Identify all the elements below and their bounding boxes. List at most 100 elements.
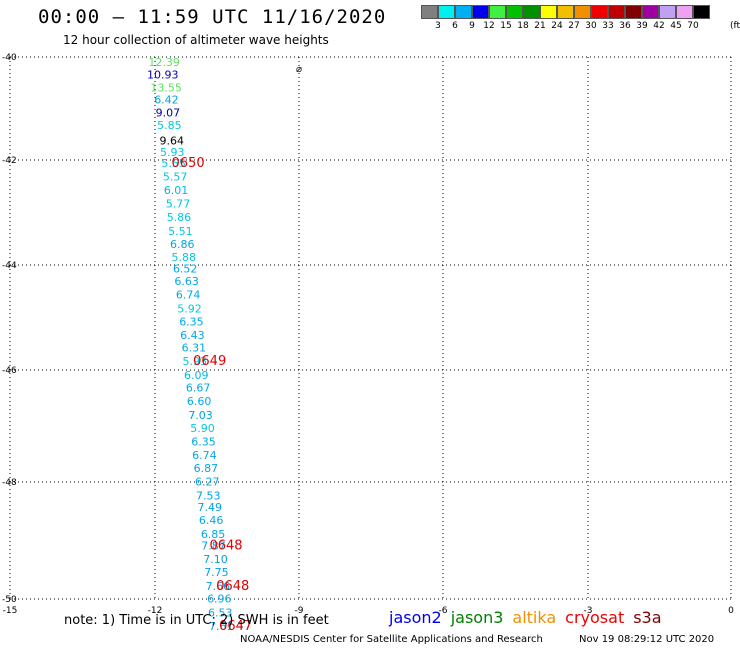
y-tick-label: -40 <box>2 53 17 63</box>
time-label: 0648 <box>209 539 242 554</box>
wave-height-point: 7.49 <box>197 501 222 514</box>
legend-swatch <box>642 5 659 19</box>
wave-height-point: 6.74 <box>176 289 201 302</box>
legend-swatch <box>540 5 557 19</box>
footer-note: note: 1) Time is in UTC; 2) SWH is in fe… <box>64 613 329 628</box>
time-label: 0649 <box>193 354 226 369</box>
legend-swatch <box>438 5 455 19</box>
wave-height-point: 7.61 <box>209 620 234 633</box>
wave-height-point: 7.87 <box>201 540 226 553</box>
x-tick-label: -12 <box>148 606 163 616</box>
wave-height-point: 6.67 <box>186 381 211 394</box>
legend-swatch <box>676 5 693 19</box>
wave-height-point: 6.27 <box>195 476 220 489</box>
wave-height-point: 6.35 <box>191 436 216 449</box>
satellite-legend: jason2 jason3 altika cryosat s3a <box>389 608 671 627</box>
legend-swatch <box>557 5 574 19</box>
wave-height-point: 6.87 <box>194 462 219 475</box>
time-label: 0648 <box>216 579 249 594</box>
legend-tick-label: 12 <box>483 21 495 31</box>
wave-height-point: 5.93 <box>183 355 208 368</box>
data-points: 12.3910.9313.556.429.075.859.645.935.555… <box>147 56 234 633</box>
y-tick-label: -50 <box>2 595 17 605</box>
wave-height-point: 6.85 <box>201 528 226 541</box>
x-tick-label: -15 <box>3 606 18 616</box>
legend-swatch <box>591 5 608 19</box>
wave-height-point: 6.74 <box>192 449 217 462</box>
legend-tick-label: 39 <box>636 21 648 31</box>
wave-height-point: 6.35 <box>179 315 204 328</box>
legend-swatch <box>523 5 540 19</box>
wave-height-point: 5.92 <box>177 302 202 315</box>
satellite-s3a: s3a <box>633 608 662 627</box>
time-label: 0650 <box>172 156 205 171</box>
wave-height-point: 5.77 <box>166 198 191 211</box>
wave-height-point: 5.85 <box>157 119 182 132</box>
wave-height-point: 6.52 <box>173 263 198 276</box>
satellite-jason3: jason3 <box>450 608 504 627</box>
wave-height-point: 6.86 <box>170 238 195 251</box>
credit-text: NOAA/NESDIS Center for Satellite Applica… <box>240 634 543 645</box>
annotations: ⌀ <box>296 64 302 75</box>
wave-height-point: 13.55 <box>150 82 182 95</box>
wave-height-point: 10.93 <box>147 69 179 82</box>
time-label: 0647 <box>219 619 252 634</box>
y-tick-label: -44 <box>2 261 17 271</box>
y-tick-label: -48 <box>2 478 17 488</box>
grid-lines <box>9 56 732 600</box>
generated-timestamp: Nov 19 08:29:12 UTC 2020 <box>579 634 715 645</box>
legend-tick-label: 3 <box>435 21 441 31</box>
wave-height-point: 5.86 <box>167 211 192 224</box>
wave-height-point: 5.51 <box>168 225 193 238</box>
wave-height-point: 6.46 <box>199 514 224 527</box>
legend-swatch <box>421 5 438 19</box>
wave-height-point: 6.01 <box>164 184 189 197</box>
legend-tick-label: 42 <box>653 21 665 31</box>
wave-height-point: 9.64 <box>159 134 184 147</box>
wave-height-point: 6.96 <box>207 592 232 605</box>
x-tick-label: -9 <box>295 606 304 616</box>
legend-tick-label: 24 <box>551 21 563 31</box>
wave-height-point: 7.75 <box>204 566 229 579</box>
wave-height-point: 7.10 <box>203 553 228 566</box>
legend-tick-label: 30 <box>585 21 597 31</box>
wave-height-point: 6.53 <box>208 606 233 619</box>
wave-height-point: 12.39 <box>148 56 180 69</box>
wave-height-point: 7.53 <box>196 489 221 502</box>
legend-swatch <box>693 5 710 19</box>
y-tick-label: -42 <box>2 156 17 166</box>
page-subtitle: 12 hour collection of altimeter wave hei… <box>63 33 329 47</box>
page-title: 00:00 – 11:59 UTC 11/16/2020 <box>38 6 387 28</box>
x-tick-label: -6 <box>439 606 448 616</box>
wave-height-point: 6.09 <box>184 369 209 382</box>
wave-height-point: 6.63 <box>174 275 199 288</box>
legend-swatch <box>455 5 472 19</box>
x-tick-label: 0 <box>728 606 734 616</box>
wave-height-point: 6.42 <box>154 94 179 107</box>
legend-tick-label: 70 <box>687 21 699 31</box>
legend-swatch <box>608 5 625 19</box>
satellite-altika: altika <box>512 608 557 627</box>
legend-tick-label: 21 <box>534 21 546 31</box>
legend-tick-label: 33 <box>602 21 614 31</box>
time-labels: 0650 0649 0648 0648 0647 <box>172 156 253 634</box>
wave-height-point: 5.90 <box>190 422 215 435</box>
legend-tick-label: 18 <box>517 21 529 31</box>
legend-swatch <box>574 5 591 19</box>
legend-tick-label: 6 <box>452 21 458 31</box>
wave-height-point: 6.31 <box>182 341 207 354</box>
satellite-cryosat: cryosat <box>565 608 625 627</box>
wave-height-point: 6.43 <box>180 329 205 342</box>
axis-tick-labels: -15 -12 -9 -6 -3 0 -40 -42 -44 -46 -48 -50 <box>2 53 734 616</box>
wave-height-point: 5.93 <box>160 146 185 159</box>
legend-tick-label: 15 <box>500 21 512 31</box>
legend-tick-label: 27 <box>568 21 580 31</box>
wave-height-point: 7.66 <box>206 580 231 593</box>
wave-height-point: 5.88 <box>172 251 197 264</box>
legend-swatch <box>472 5 489 19</box>
wave-height-point: 7.03 <box>188 409 213 422</box>
wave-height-point: 5.57 <box>163 171 188 184</box>
x-tick-label: -3 <box>584 606 593 616</box>
